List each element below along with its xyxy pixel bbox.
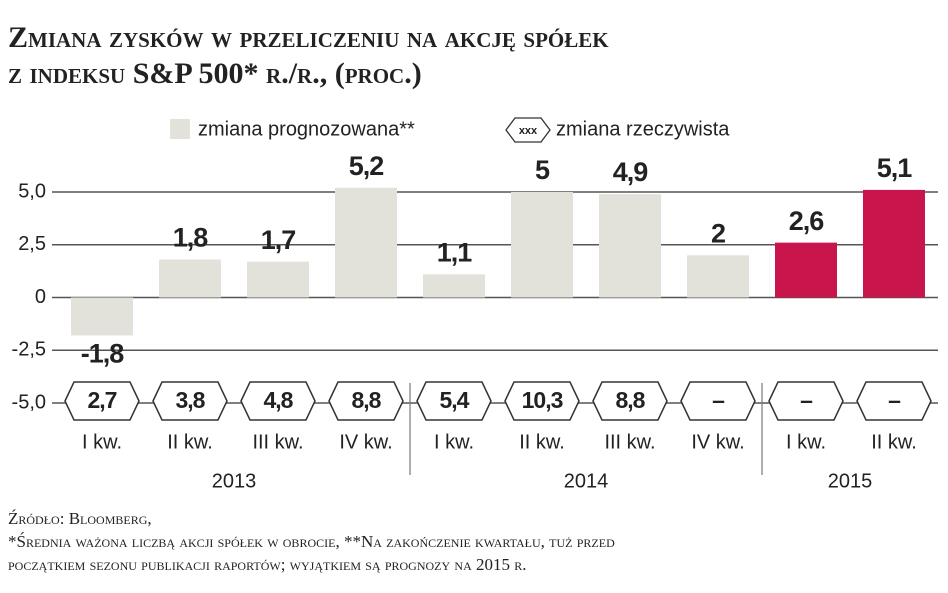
x-tick-label: II kw. <box>871 431 917 453</box>
data-label: 4,9 <box>613 157 649 187</box>
x-tick-label: IV kw. <box>691 431 744 453</box>
x-tick-label: I kw. <box>786 431 826 453</box>
data-label: 1,8 <box>173 223 209 253</box>
actual-label: 2,7 <box>88 387 117 413</box>
bar <box>863 189 925 298</box>
bar <box>687 255 749 298</box>
y-tick-label: -2,5 <box>12 339 46 361</box>
actual-label: 8,8 <box>616 387 646 413</box>
actual-label: 5,4 <box>440 387 470 413</box>
actual-label: 8,8 <box>352 387 382 413</box>
data-label: 1,7 <box>261 225 296 255</box>
legend-symbol <box>505 117 551 143</box>
actual-marker <box>592 381 668 421</box>
x-tick-label: III kw. <box>604 431 655 453</box>
data-label: 5,1 <box>877 153 913 183</box>
data-label: 5 <box>535 155 550 185</box>
actual-marker <box>768 381 844 421</box>
actual-marker <box>856 381 932 421</box>
year-label: 2014 <box>564 470 609 492</box>
actual-label: 4,8 <box>264 387 294 413</box>
legend-swatch <box>170 119 190 139</box>
y-tick-label: -5,0 <box>12 391 46 413</box>
data-label: 5,2 <box>349 151 384 181</box>
y-tick-label: 5,0 <box>18 180 46 202</box>
chart-title: Zmiana zysków w przeliczeniu na akcję sp… <box>8 21 609 54</box>
footnote: Źródło: Bloomberg, <box>8 509 152 528</box>
bar <box>335 187 397 298</box>
year-label: 2013 <box>212 470 257 492</box>
legend-label: zmiana rzeczywista <box>556 118 730 140</box>
x-tick-label: I kw. <box>82 431 122 453</box>
bar <box>511 192 573 298</box>
actual-marker <box>152 381 228 421</box>
x-tick-label: III kw. <box>252 431 303 453</box>
x-tick-label: II kw. <box>519 431 565 453</box>
footnote: *Średnia ważona liczbą akcji spółek w ob… <box>8 532 615 551</box>
actual-label: – <box>800 387 813 413</box>
y-tick-label: 0 <box>35 286 46 308</box>
bar <box>71 297 133 336</box>
bar <box>247 261 309 298</box>
actual-marker <box>64 381 140 421</box>
actual-marker <box>328 381 404 421</box>
actual-marker <box>504 381 580 421</box>
legend-symbol-text: xxx <box>519 125 538 137</box>
actual-label: 10,3 <box>522 387 563 413</box>
data-label: -1,8 <box>81 339 125 369</box>
bar <box>159 259 221 298</box>
actual-label: 3,8 <box>176 387 206 413</box>
bar <box>775 242 837 298</box>
actual-label: – <box>712 387 725 413</box>
x-tick-label: II kw. <box>167 431 213 453</box>
actual-marker <box>240 381 316 421</box>
bar <box>599 194 661 298</box>
x-tick-label: I kw. <box>434 431 474 453</box>
actual-marker <box>680 381 756 421</box>
data-label: 1,1 <box>437 237 473 267</box>
actual-label: – <box>888 387 901 413</box>
chart-title: z indeksu S&P 500* r./r., (proc.) <box>8 57 422 90</box>
actual-marker <box>416 381 492 421</box>
x-tick-label: IV kw. <box>339 431 392 453</box>
data-label: 2,6 <box>789 206 825 236</box>
year-label: 2015 <box>828 470 873 492</box>
legend-label: zmiana prognozowana** <box>198 118 415 140</box>
bar <box>423 274 485 298</box>
footnote: początkiem sezonu publikacji raportów; w… <box>8 555 527 574</box>
y-tick-label: 2,5 <box>18 233 46 255</box>
data-label: 2 <box>711 218 725 248</box>
